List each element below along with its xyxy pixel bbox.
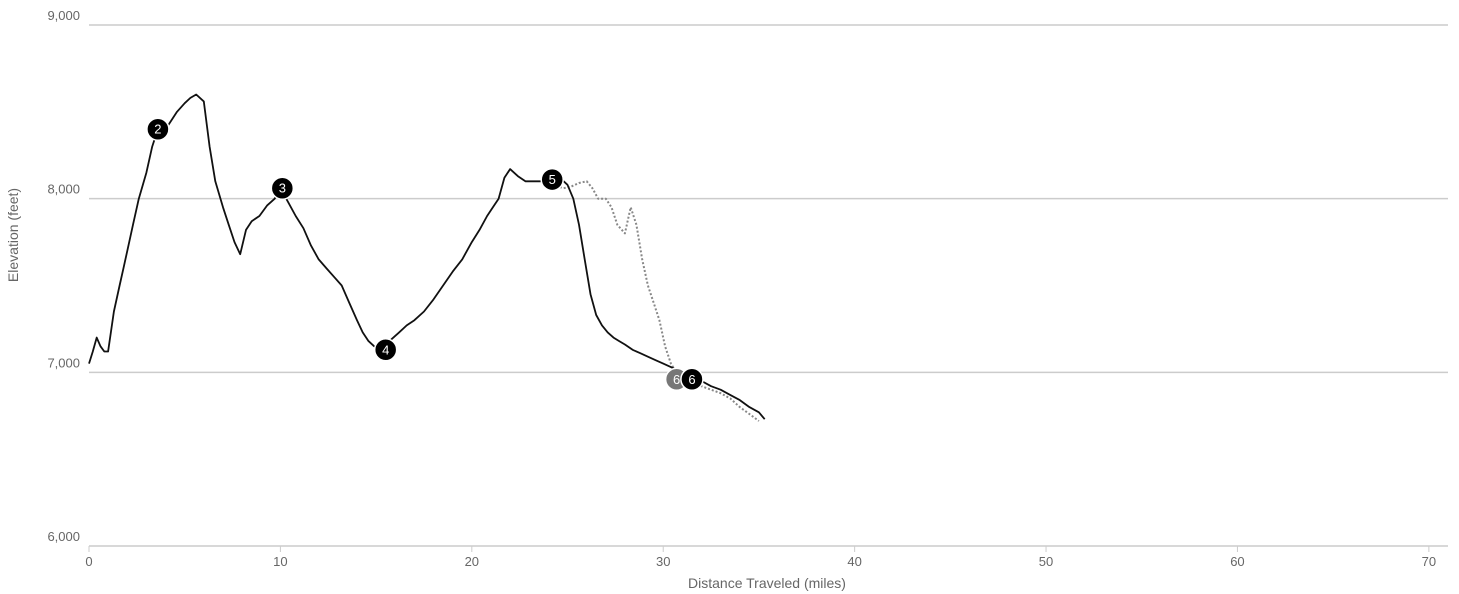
waypoint-marker-circle [373,338,398,362]
y-tick-label: 6,000 [47,529,80,544]
x-tick-label: 0 [85,554,92,569]
y-tick-label: 8,000 [47,182,80,197]
waypoint-marker-label: 6 [673,372,680,387]
waypoint-marker-label: 4 [382,342,389,357]
waypoint-marker-6[interactable]: 6 [680,367,704,392]
y-tick-labels: 6,000 7,000 8,000 9,000 [47,8,80,544]
waypoint-marker-circle [680,367,704,392]
x-axis-label: Distance Traveled (miles) [688,575,846,591]
waypoint-marker-3[interactable]: 3 [270,176,295,200]
waypoint-marker-label: 3 [279,181,286,196]
x-tick-label: 40 [847,554,861,569]
waypoint-marker-circle [270,176,295,200]
elevation-series [88,93,766,422]
x-tick-label: 70 [1422,554,1436,569]
x-tick-label: 10 [273,554,287,569]
x-tick-label: 60 [1230,554,1244,569]
waypoint-marker-label: 6 [688,372,695,387]
waypoint-marker-5[interactable]: 5 [540,167,564,192]
x-tick-label: 50 [1039,554,1053,569]
waypoint-markers[interactable]: 2 3 4 5 6 6 [146,117,704,392]
waypoint-marker-4[interactable]: 4 [373,338,398,362]
waypoint-marker-label: 5 [549,172,556,187]
x-tick-labels: 0 10 20 30 40 50 60 70 [85,546,1436,569]
x-tick-label: 20 [465,554,479,569]
main-route-line [88,93,766,420]
x-tick-label: 30 [656,554,670,569]
gridlines [89,24,1448,547]
waypoint-marker-circle [540,167,564,192]
y-tick-label: 9,000 [47,8,80,23]
waypoint-marker-circle [146,117,170,141]
y-axis-label: Elevation (feet) [5,188,21,282]
waypoint-marker-label: 2 [154,122,161,137]
y-tick-label: 7,000 [47,355,80,370]
alternate-route-line [551,180,760,422]
waypoint-marker-2[interactable]: 2 [146,117,170,141]
